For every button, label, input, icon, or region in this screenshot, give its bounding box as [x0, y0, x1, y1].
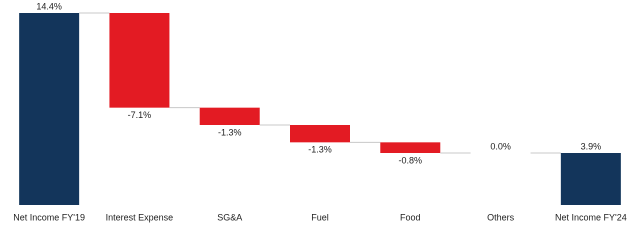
value-label: -0.8% — [399, 155, 423, 165]
x-tick-label: Net Income FY'24 — [555, 212, 627, 222]
bar — [560, 153, 621, 205]
value-label: -7.1% — [128, 110, 152, 120]
x-tick-label: Others — [487, 212, 515, 222]
bar — [380, 142, 441, 153]
bar — [109, 13, 170, 108]
x-tick-label: Net Income FY'19 — [13, 212, 85, 222]
value-label: 14.4% — [36, 1, 62, 11]
value-label: -1.3% — [218, 127, 242, 137]
bar — [19, 13, 80, 205]
chart: 14.4% Net Income FY'19 -7.1% Interest Expen… — [13, 1, 627, 222]
x-tick-label: Fuel — [311, 212, 329, 222]
x-tick-label: SG&A — [217, 212, 242, 222]
value-label: 3.9% — [581, 141, 602, 151]
bar — [199, 107, 260, 125]
value-label: 0.0% — [490, 141, 511, 151]
x-tick-label: Interest Expense — [106, 212, 174, 222]
bar — [290, 125, 350, 143]
x-tick-label: Food — [400, 212, 421, 222]
value-label: -1.3% — [308, 145, 332, 155]
